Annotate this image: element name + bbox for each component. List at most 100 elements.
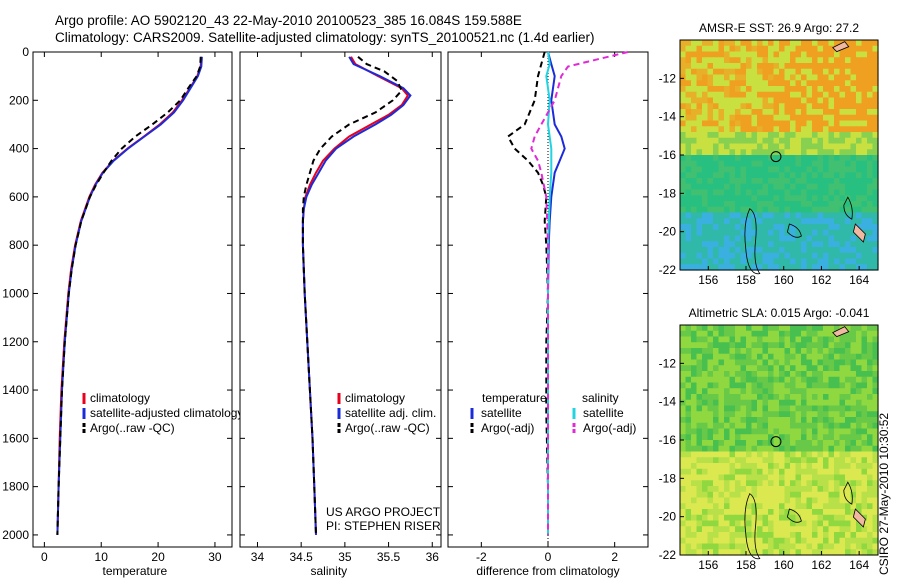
map-pixel: [702, 520, 709, 527]
map-pixel: [740, 57, 747, 64]
map-pixel: [850, 241, 857, 248]
map-pixel: [735, 114, 742, 122]
map-pixel: [872, 114, 879, 122]
map-pixel: [801, 417, 808, 424]
map-pixel: [872, 399, 879, 407]
map-pixel: [790, 40, 797, 47]
map-pixel: [680, 132, 687, 139]
map-pixel: [707, 224, 714, 231]
map-pixel: [762, 212, 769, 219]
map-pixel: [696, 422, 703, 430]
map-pixel: [746, 103, 753, 110]
map-pixel: [696, 206, 703, 214]
map-pixel: [795, 80, 802, 87]
map-pixel: [707, 51, 714, 58]
map-pixel: [757, 486, 764, 493]
map-pixel: [839, 91, 846, 99]
map-pixel: [817, 405, 824, 412]
map-pixel: [729, 212, 736, 219]
map-pixel: [801, 137, 808, 145]
map-pixel: [707, 411, 714, 418]
map-pixel: [685, 132, 692, 139]
map-pixel: [757, 388, 764, 395]
map-pixel: [817, 353, 824, 361]
map-pixel: [762, 325, 769, 332]
map-pixel: [850, 486, 857, 493]
map-pixel: [861, 336, 868, 343]
map-pixel: [850, 474, 857, 481]
map-pixel: [812, 51, 819, 58]
map-pixel: [861, 114, 868, 122]
map-pixel: [702, 74, 709, 81]
map-pixel: [867, 325, 874, 332]
map-pixel: [757, 440, 764, 447]
map-pixel: [740, 325, 747, 332]
map-pixel: [834, 172, 841, 179]
map-pixel: [702, 376, 709, 384]
map-pixel: [680, 532, 687, 539]
map-pixel: [680, 264, 687, 271]
map-pixel: [729, 486, 736, 493]
map-pixel: [823, 86, 830, 93]
map-pixel: [867, 330, 874, 338]
map-pixel: [817, 166, 824, 173]
map-pixel: [828, 532, 835, 539]
map-pixel: [691, 132, 698, 139]
map-pixel: [812, 241, 819, 248]
map-pixel: [707, 532, 714, 539]
map-pixel: [839, 189, 846, 196]
map-pixel: [685, 183, 692, 191]
map-pixel: [845, 353, 852, 361]
map-pixel: [861, 359, 868, 366]
map-pixel: [823, 155, 830, 162]
map-pixel: [773, 428, 780, 435]
map-pixel: [762, 330, 769, 338]
map-pixel: [740, 178, 747, 185]
map-pixel: [801, 264, 808, 271]
map-pixel: [823, 97, 830, 104]
map-pixel: [828, 252, 835, 260]
map-pixel: [735, 445, 742, 453]
map-pixel: [773, 491, 780, 499]
map-pixel: [740, 51, 747, 58]
map-pixel: [828, 474, 835, 481]
map-pixel: [856, 388, 863, 395]
map-pixel: [757, 264, 764, 271]
map-pixel: [757, 514, 764, 522]
map-pixel: [707, 486, 714, 493]
y-tick-label: 1800: [2, 480, 29, 494]
map-pixel: [845, 149, 852, 156]
map-pixel: [724, 445, 731, 453]
map-pixel: [801, 212, 808, 219]
map-pixel: [801, 463, 808, 470]
map-pixel: [861, 103, 868, 110]
map-pixel: [823, 445, 830, 453]
map-pixel: [696, 103, 703, 110]
map-pixel: [850, 411, 857, 418]
map-pixel: [691, 195, 698, 202]
map-pixel: [707, 491, 714, 499]
map-pixel: [746, 63, 753, 70]
map-pixel: [812, 160, 819, 168]
map-pixel: [735, 353, 742, 361]
map-pixel: [817, 40, 824, 47]
map-pixel: [713, 417, 720, 424]
map-pixel: [724, 195, 731, 202]
map-pixel: [762, 132, 769, 139]
map-pixel: [845, 405, 852, 412]
map-pixel: [779, 434, 786, 441]
map-pixel: [856, 235, 863, 242]
map-pixel: [861, 45, 868, 53]
map-pixel: [691, 126, 698, 133]
map-pixel: [729, 195, 736, 202]
map-pixel: [801, 359, 808, 366]
map-pixel: [812, 252, 819, 260]
map-pixel: [812, 399, 819, 407]
map-pixel: [757, 218, 764, 225]
map-pixel: [751, 382, 758, 389]
map-pixel: [680, 86, 687, 93]
map-pixel: [729, 399, 736, 407]
map-pixel: [850, 91, 857, 99]
map-pixel: [718, 160, 725, 168]
